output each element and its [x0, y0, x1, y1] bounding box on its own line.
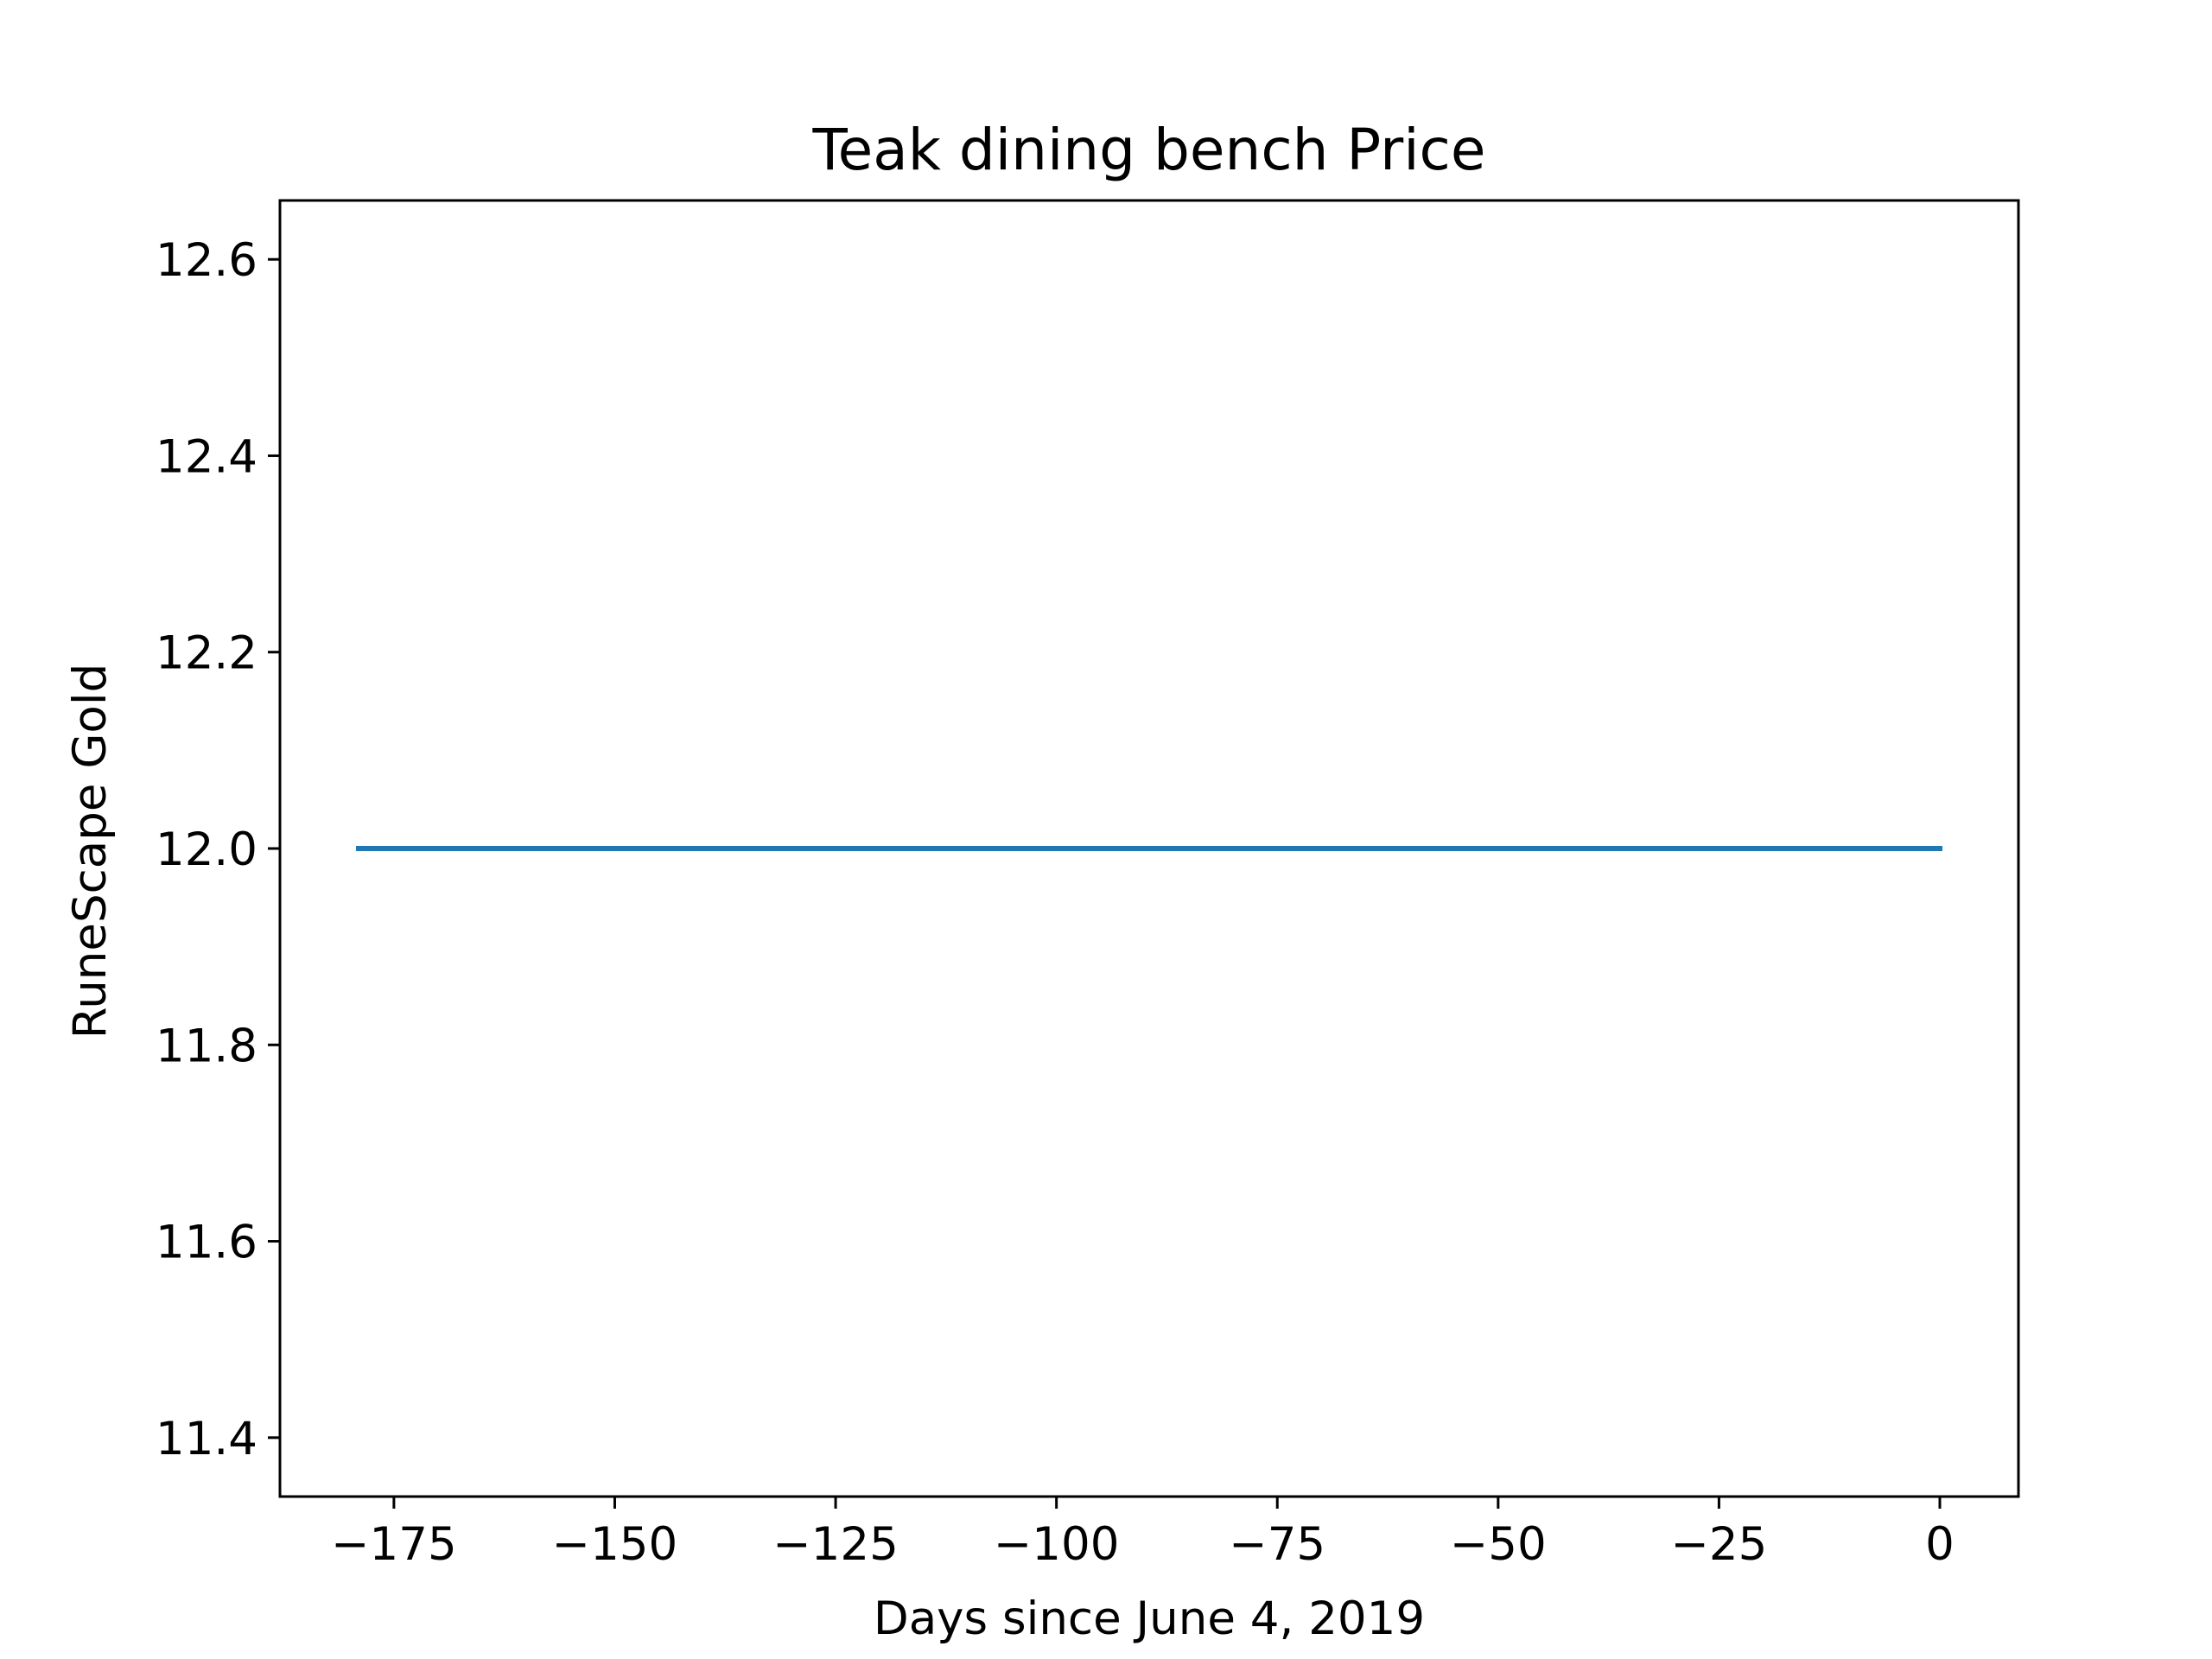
x-tick-label: −175	[331, 1518, 457, 1571]
axis-ticks: −175 −150 −125 −100 −75 −50 −25 0 11.4 11.6 11.8 12…	[156, 234, 1955, 1571]
x-tick-label: −25	[1670, 1518, 1767, 1571]
y-tick-label: 11.8	[156, 1020, 257, 1072]
x-tick-label: −100	[994, 1518, 1120, 1571]
x-tick-label: −125	[772, 1518, 899, 1571]
y-axis-label: RuneScape Gold	[64, 664, 117, 1039]
y-tick-label: 11.4	[156, 1413, 257, 1465]
y-tick-label: 12.2	[156, 627, 257, 680]
y-tick-label: 11.6	[156, 1217, 257, 1269]
y-tick-label: 12.0	[156, 823, 257, 876]
x-tick-label: 0	[1925, 1518, 1955, 1571]
chart-title: Teak dining bench Price	[812, 117, 1486, 183]
x-tick-label: −150	[552, 1518, 678, 1571]
x-axis-label: Days since June 4, 2019	[874, 1592, 1425, 1645]
y-tick-label: 12.6	[156, 234, 257, 287]
x-tick-label: −75	[1229, 1518, 1325, 1571]
y-tick-label: 12.4	[156, 430, 257, 483]
x-tick-label: −50	[1450, 1518, 1547, 1571]
